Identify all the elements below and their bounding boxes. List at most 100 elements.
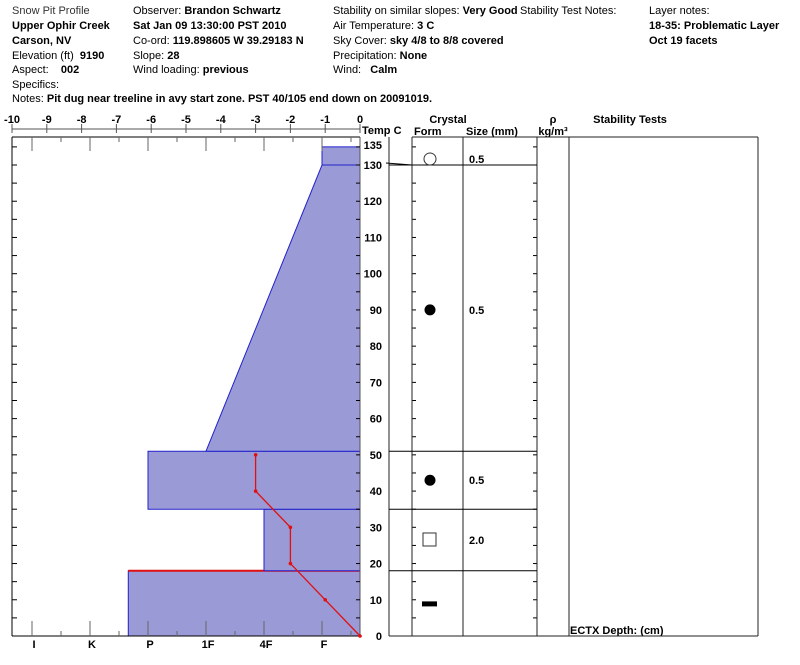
temp-tick-label: -5 bbox=[181, 114, 191, 126]
crystal-crust-icon bbox=[422, 601, 437, 607]
slope-label: Slope: bbox=[133, 50, 165, 62]
sky-value: sky 4/8 to 8/8 covered bbox=[389, 35, 504, 47]
stability-test-notes-label: Stability Test Notes: bbox=[520, 5, 617, 17]
stability-label: Stability on similar slopes: bbox=[333, 5, 460, 17]
temp-tick-label: -10 bbox=[4, 114, 20, 126]
specifics-label: Specifics: bbox=[12, 79, 60, 91]
wind-label: Wind: bbox=[333, 64, 362, 76]
air-temp-value: 3 C bbox=[417, 20, 435, 32]
layer-notes-label: Layer notes: bbox=[649, 5, 710, 17]
temp-tick-label: -3 bbox=[251, 114, 261, 126]
crystal-square-icon bbox=[422, 532, 437, 547]
stability-tests-header: Stability Tests bbox=[593, 114, 667, 126]
aspect-label: Aspect: bbox=[12, 64, 49, 76]
notes-label: Notes: bbox=[12, 93, 44, 105]
depth-tick-label: 70 bbox=[370, 377, 382, 389]
air-temp-label: Air Temperature: bbox=[333, 20, 415, 32]
coord: Co-ord: 119.898605 W 39.29183 N bbox=[133, 34, 304, 48]
observer-value: Brandon Schwartz bbox=[184, 5, 281, 17]
observer: Observer: Brandon Schwartz bbox=[133, 4, 281, 18]
region: Carson, NV bbox=[12, 35, 72, 47]
density-unit-header: kg/m³ bbox=[538, 126, 568, 138]
crystal-size: 2.0 bbox=[469, 535, 484, 547]
temp-tick-label: 0 bbox=[357, 114, 363, 126]
layer-note: 18-35: Problematic Layer bbox=[649, 20, 780, 32]
coord-label: Co-ord: bbox=[133, 35, 170, 47]
hardness-layer bbox=[147, 450, 361, 510]
temperature-point bbox=[323, 597, 328, 602]
stability-value: Very Good bbox=[462, 5, 518, 17]
crystal-size: 0.5 bbox=[469, 305, 484, 317]
crystal-header: Crystal bbox=[429, 114, 466, 126]
depth-tick-label: 20 bbox=[370, 559, 382, 571]
precip-value: None bbox=[399, 50, 428, 62]
hardness-layer bbox=[205, 164, 361, 452]
depth-tick-label: 40 bbox=[370, 486, 382, 498]
depth-tick-label: 60 bbox=[370, 414, 382, 426]
hardness-tick-label: K bbox=[88, 639, 96, 651]
hardness-layer bbox=[263, 508, 361, 572]
wind-loading-label: Wind loading: bbox=[133, 64, 200, 76]
wind-loading: Wind loading: previous bbox=[133, 63, 249, 77]
precip-label: Precipitation: bbox=[333, 50, 397, 62]
depth-tick-label: 135 bbox=[364, 140, 382, 152]
temp-tick-label: -9 bbox=[42, 114, 52, 126]
precip: Precipitation: None bbox=[333, 49, 427, 63]
aspect: Aspect: 002 bbox=[12, 63, 79, 77]
depth-tick-label: 100 bbox=[364, 269, 382, 281]
hardness-tick-label: 4F bbox=[260, 639, 273, 651]
depth-tick-label: 120 bbox=[364, 196, 382, 208]
sky: Sky Cover: sky 4/8 to 8/8 covered bbox=[333, 34, 504, 48]
temp-tick-label: -4 bbox=[216, 114, 227, 126]
depth-tick-label: 110 bbox=[364, 232, 382, 244]
title: Snow Pit Profile bbox=[12, 5, 90, 17]
temp-tick-label: -6 bbox=[146, 114, 156, 126]
hardness-tick-label: F bbox=[321, 639, 328, 651]
depth-tick-label: 130 bbox=[364, 160, 382, 172]
temp-tick-label: -7 bbox=[112, 114, 122, 126]
crystal-size: 0.5 bbox=[469, 475, 484, 487]
hardness-tick-label: 1F bbox=[202, 639, 215, 651]
elevation-label: Elevation (ft) bbox=[12, 50, 74, 62]
temp-tick-label: -8 bbox=[77, 114, 87, 126]
elevation: Elevation (ft) 9190 bbox=[12, 49, 104, 63]
observer-label: Observer: bbox=[133, 5, 182, 17]
temperature-point bbox=[358, 634, 362, 638]
depth-tick-label: 80 bbox=[370, 341, 382, 353]
temperature-point bbox=[288, 525, 293, 530]
air-temp: Air Temperature: 3 C bbox=[333, 19, 434, 33]
notes-value: Pit dug near treeline in avy start zone.… bbox=[46, 93, 432, 105]
notes: Notes: Pit dug near treeline in avy star… bbox=[12, 92, 432, 106]
sky-label: Sky Cover: bbox=[333, 35, 387, 47]
stability: Stability on similar slopes: Very Good bbox=[333, 4, 518, 18]
hardness-tick-label: P bbox=[146, 639, 153, 651]
depth-tick-label: 90 bbox=[370, 305, 382, 317]
depth-tick-label: 30 bbox=[370, 522, 382, 534]
crystal-open-circle-icon bbox=[423, 152, 437, 166]
elevation-value: 9190 bbox=[79, 50, 105, 62]
depth-tick-label: 10 bbox=[370, 595, 382, 607]
temperature-point bbox=[288, 561, 293, 566]
slope-value: 28 bbox=[167, 50, 180, 62]
depth-tick-label: 0 bbox=[376, 631, 382, 643]
wind-loading-value: previous bbox=[202, 64, 249, 76]
temp-tick-label: -2 bbox=[286, 114, 296, 126]
crystal-filled-circle-icon bbox=[424, 474, 436, 486]
size-header: Size (mm) bbox=[466, 126, 518, 138]
temperature-point bbox=[253, 489, 258, 493]
location: Upper Ophir Creek bbox=[12, 20, 110, 32]
hardness-tick-label: I bbox=[32, 639, 35, 651]
layer-note: Oct 19 facets bbox=[649, 35, 718, 47]
temperature-point bbox=[253, 453, 258, 457]
form-header: Form bbox=[414, 126, 442, 138]
slope: Slope: 28 bbox=[133, 49, 180, 63]
wind-value: Calm bbox=[370, 64, 398, 76]
depth-tick-label: 50 bbox=[370, 450, 382, 462]
hardness-layer bbox=[127, 570, 361, 637]
stability-footer: ECTX Depth: (cm) bbox=[570, 625, 664, 637]
temp-axis-label: Temp C bbox=[362, 125, 402, 137]
wind: Wind: Calm bbox=[333, 63, 397, 77]
rho-header: ρ bbox=[550, 114, 557, 126]
temp-tick-label: -1 bbox=[320, 114, 330, 126]
